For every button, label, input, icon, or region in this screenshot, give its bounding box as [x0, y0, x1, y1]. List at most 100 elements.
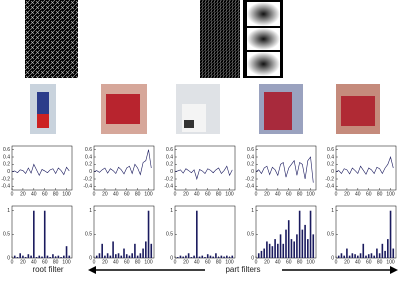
y-tick-label: 0: [170, 169, 173, 175]
bar: [209, 255, 212, 258]
y-tick-label: 0.2: [327, 162, 334, 168]
bar: [112, 241, 114, 258]
y-tick-label: 0.5: [247, 232, 254, 238]
bar: [285, 229, 287, 258]
y-tick-label: 0.4: [85, 154, 92, 160]
bar: [27, 254, 30, 258]
x-tick-label: 80: [216, 191, 222, 197]
x-tick-label: 100: [306, 259, 315, 265]
bar: [359, 253, 362, 258]
bar: [367, 254, 370, 258]
x-tick-label: 80: [216, 259, 222, 265]
bar: [343, 255, 345, 258]
y-tick-label: 0.5: [85, 232, 92, 238]
bar: [24, 257, 27, 258]
bar: [307, 239, 309, 258]
bar: [196, 210, 198, 258]
x-tick-label: 60: [42, 259, 48, 265]
y-tick-label: -0.2: [164, 176, 173, 182]
bar: [147, 210, 150, 258]
plot-frame: [93, 145, 155, 191]
bar: [60, 257, 62, 258]
bar: [274, 239, 276, 258]
bar: [392, 248, 395, 258]
x-tick-label: 100: [225, 191, 234, 197]
y-tick-label: -0.4: [245, 184, 254, 190]
bar: [263, 248, 265, 258]
bar: [57, 255, 60, 258]
bar: [389, 210, 392, 258]
bar: [301, 229, 304, 258]
y-tick-label: 0.4: [247, 154, 254, 160]
x-tick-label: 0: [93, 259, 96, 265]
y-tick-label: 0.6: [327, 147, 334, 153]
x-tick-label: 20: [344, 191, 350, 197]
bar: [384, 250, 386, 258]
bar: [30, 255, 32, 258]
y-tick-label: 0: [89, 255, 92, 261]
y-tick-label: 0.2: [247, 162, 254, 168]
x-tick-label: 20: [264, 191, 270, 197]
y-tick-label: -0.2: [325, 176, 334, 182]
x-tick-label: 0: [93, 191, 96, 197]
bar: [190, 257, 193, 258]
bar: [228, 257, 231, 258]
y-tick-label: -0.4: [83, 184, 92, 190]
bar: [370, 253, 373, 258]
bar: [106, 253, 109, 258]
bar: [220, 255, 223, 258]
y-tick-label: 0.5: [327, 232, 334, 238]
bar: [293, 241, 295, 258]
x-tick-label: 40: [355, 191, 361, 197]
bar: [231, 255, 234, 258]
x-tick-label: 0: [255, 259, 258, 265]
y-tick-label: 1: [170, 208, 173, 214]
x-tick-label: 80: [135, 259, 141, 265]
bar: [176, 257, 179, 258]
bar: [150, 243, 153, 258]
bar: [362, 243, 365, 258]
bar: [354, 254, 356, 258]
bar: [381, 243, 384, 258]
bar: [187, 253, 190, 258]
bar: [357, 255, 359, 258]
y-tick-label: -0.4: [1, 184, 10, 190]
x-tick-label: 60: [366, 259, 372, 265]
bar: [52, 254, 54, 258]
x-tick-label: 20: [183, 191, 189, 197]
plot-frame: [174, 145, 236, 191]
x-tick-label: 100: [386, 259, 395, 265]
bar: [271, 246, 274, 258]
bar: [123, 248, 125, 258]
bar: [337, 255, 340, 258]
bar: [279, 234, 282, 258]
bar: [277, 243, 279, 258]
y-tick-label: 0.5: [166, 232, 173, 238]
x-tick-label: 60: [205, 191, 211, 197]
x-tick-label: 80: [135, 191, 141, 197]
bar: [215, 253, 217, 258]
y-tick-label: -0.2: [245, 176, 254, 182]
x-tick-label: 40: [113, 259, 119, 265]
series-line: [255, 156, 314, 183]
x-tick-label: 80: [297, 191, 303, 197]
y-tick-label: 0.4: [3, 154, 10, 160]
x-tick-label: 40: [355, 259, 361, 265]
x-tick-label: 40: [275, 191, 281, 197]
bar: [193, 255, 195, 258]
x-tick-label: 0: [11, 259, 14, 265]
bar: [136, 255, 139, 258]
x-tick-label: 100: [144, 191, 153, 197]
part-filters-image: [200, 0, 240, 78]
bar: [204, 257, 206, 258]
y-tick-label: 1: [7, 208, 10, 214]
y-tick-label: 0.6: [247, 147, 254, 153]
x-tick-label: 60: [366, 191, 372, 197]
x-tick-label: 0: [335, 259, 338, 265]
x-tick-label: 100: [386, 191, 395, 197]
bar: [41, 256, 43, 258]
bar: [290, 239, 293, 258]
y-tick-label: 0: [7, 169, 10, 175]
bar: [128, 255, 131, 258]
